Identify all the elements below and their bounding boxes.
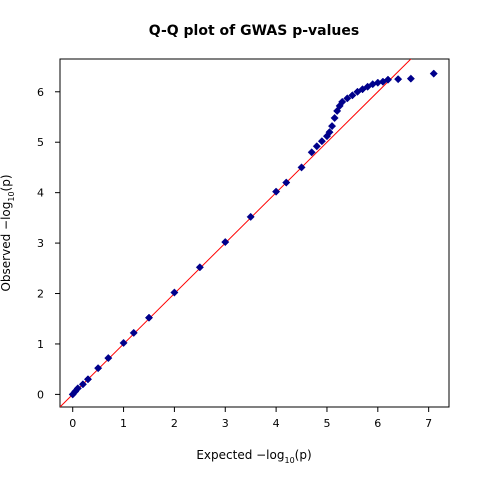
- x-axis-ticks: 0 1 2 3 4 5 6 7: [69, 407, 432, 430]
- x-tick-label: 4: [273, 417, 280, 430]
- data-point: [78, 380, 87, 389]
- x-tick-label: 5: [323, 417, 330, 430]
- plot-area: [59, 58, 450, 408]
- data-point: [144, 313, 154, 322]
- x-tick-label: 7: [425, 417, 432, 430]
- data-point: [327, 122, 337, 131]
- x-tick-label: 6: [374, 417, 381, 430]
- y-axis-label: Observed −log10(p): [0, 174, 16, 291]
- data-point: [73, 384, 82, 393]
- data-point: [282, 178, 291, 187]
- y-tick-label: 0: [37, 388, 44, 401]
- x-tick-label: 3: [222, 417, 229, 430]
- data-point: [170, 288, 179, 297]
- x-tick-label: 0: [69, 417, 76, 430]
- y-tick-label: 5: [37, 136, 44, 149]
- data-point: [297, 163, 306, 172]
- data-point: [221, 238, 230, 247]
- data-point: [94, 364, 103, 373]
- y-tick-label: 3: [37, 237, 44, 250]
- data-point: [348, 91, 357, 100]
- data-point: [330, 113, 339, 123]
- data-point: [383, 75, 393, 84]
- y-tick-label: 6: [37, 86, 44, 99]
- plot-frame: [59, 58, 450, 408]
- y-tick-label: 1: [37, 338, 44, 351]
- data-point: [343, 94, 352, 103]
- chart-title: Q-Q plot of GWAS p-values: [149, 23, 359, 39]
- y-tick-label: 2: [37, 288, 44, 301]
- y-tick-label: 4: [37, 187, 44, 200]
- data-point: [429, 69, 438, 78]
- data-point: [325, 128, 334, 137]
- data-point: [104, 354, 113, 363]
- data-point: [129, 328, 138, 337]
- x-axis-label: Expected −log10(p): [196, 448, 311, 465]
- data-point: [307, 148, 316, 157]
- y-axis-ticks: 0 1 2 3 4 5 6: [37, 86, 60, 401]
- data-point: [119, 338, 128, 348]
- x-tick-label: 2: [171, 417, 178, 430]
- data-point: [338, 97, 347, 106]
- x-tick-label: 1: [120, 417, 127, 430]
- data-point: [195, 263, 204, 272]
- data-point: [317, 137, 326, 146]
- data-point: [406, 74, 415, 83]
- data-point: [246, 212, 255, 221]
- data-point: [272, 187, 281, 196]
- data-points: [68, 69, 438, 399]
- data-point: [394, 75, 403, 84]
- data-point: [312, 142, 321, 151]
- data-point: [83, 375, 93, 384]
